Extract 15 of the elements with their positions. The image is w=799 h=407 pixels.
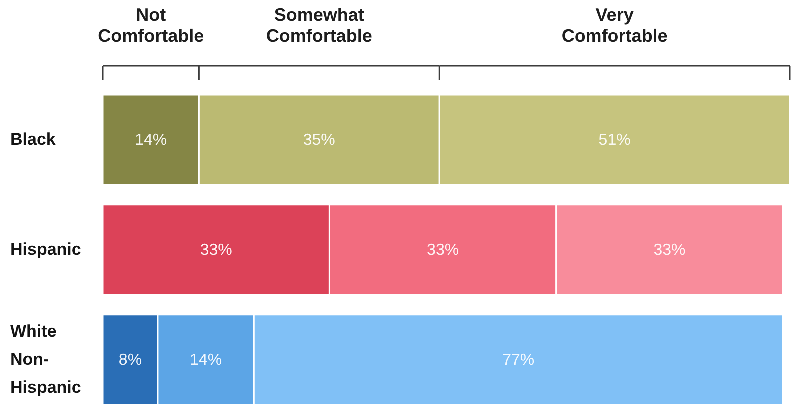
data-label: 14% [135, 132, 168, 150]
data-label: 14% [190, 352, 222, 369]
y-tick-label: Hispanic [10, 240, 82, 259]
data-label: 33% [200, 242, 232, 259]
y-tick-label: Black [10, 130, 56, 150]
data-label: 33% [427, 242, 460, 259]
data-label: 35% [303, 132, 336, 150]
data-label: 77% [502, 352, 535, 369]
data-label: 8% [118, 352, 142, 369]
text: Not Comfortable [98, 5, 204, 46]
data-label: 51% [598, 132, 631, 150]
text: Somewhat Comfortable [266, 5, 372, 46]
data-label: 33% [654, 242, 686, 259]
y-tick-label: White Non-Hispanic [10, 322, 82, 397]
text: Very Comfortable [562, 5, 668, 46]
